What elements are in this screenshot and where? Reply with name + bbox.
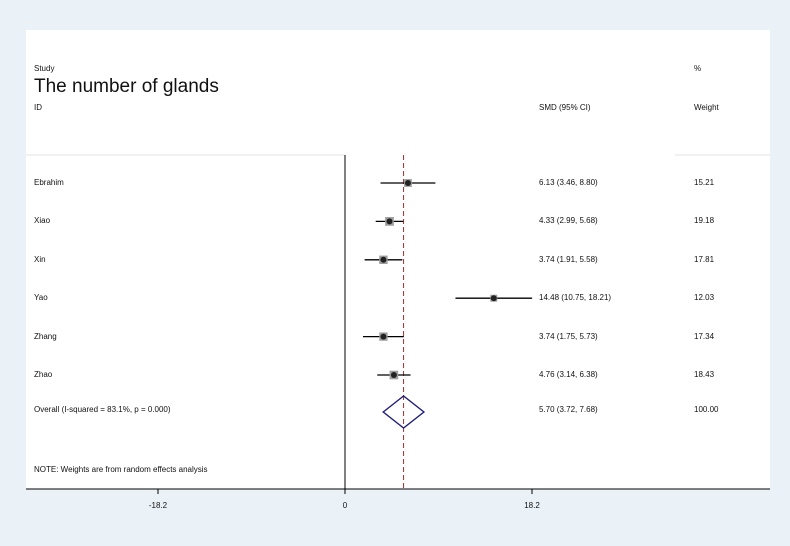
study-name: Yao	[34, 293, 48, 303]
point-estimate	[386, 218, 393, 225]
study-name: Zhao	[34, 370, 53, 379]
study-weight: 12.03	[694, 293, 715, 303]
point-estimate	[380, 256, 387, 263]
point-estimate	[390, 372, 397, 378]
point-estimate	[404, 180, 411, 186]
weight-percent-header: %	[694, 64, 702, 73]
study-name: Zhang	[34, 331, 57, 341]
study-weight: 15.21	[694, 178, 715, 187]
overall-weight: 100.00	[694, 405, 719, 414]
study-ci-text: 14.48 (10.75, 18.21)	[539, 293, 612, 303]
study-ci-text: 3.74 (1.75, 5.73)	[539, 331, 598, 341]
chart-title: The number of glands	[34, 76, 219, 97]
study-ci-text: 4.76 (3.14, 6.38)	[539, 370, 598, 379]
study-ci-text: 4.33 (2.99, 5.68)	[539, 216, 598, 226]
footnote: NOTE: Weights are from random effects an…	[34, 465, 208, 474]
overall-ci-text: 5.70 (3.72, 7.68)	[539, 405, 598, 414]
effect-header: SMD (95% CI)	[539, 103, 591, 112]
study-weight: 17.81	[694, 254, 715, 264]
overall-diamond	[382, 395, 426, 429]
study-weight: 19.18	[694, 216, 715, 226]
study-name: Xin	[34, 254, 46, 264]
x-tick-label: 18.2	[524, 501, 540, 510]
point-estimate	[380, 333, 387, 340]
study-name: Ebrahim	[34, 178, 64, 187]
study-ci-text: 3.74 (1.91, 5.58)	[539, 254, 598, 264]
study-weight: 18.43	[694, 370, 715, 379]
study-ci-text: 6.13 (3.46, 8.80)	[539, 178, 598, 187]
weight-header: Weight	[694, 103, 719, 112]
study-header: Study	[34, 64, 55, 73]
point-estimate	[490, 295, 497, 302]
x-tick-label: 0	[343, 501, 348, 510]
study-name: Xiao	[34, 216, 51, 226]
study-weight: 17.34	[694, 331, 715, 341]
id-header: ID	[34, 103, 42, 112]
x-tick-label: -18.2	[149, 501, 168, 510]
overall-label: Overall (I-squared = 83.1%, p = 0.000)	[34, 405, 171, 414]
